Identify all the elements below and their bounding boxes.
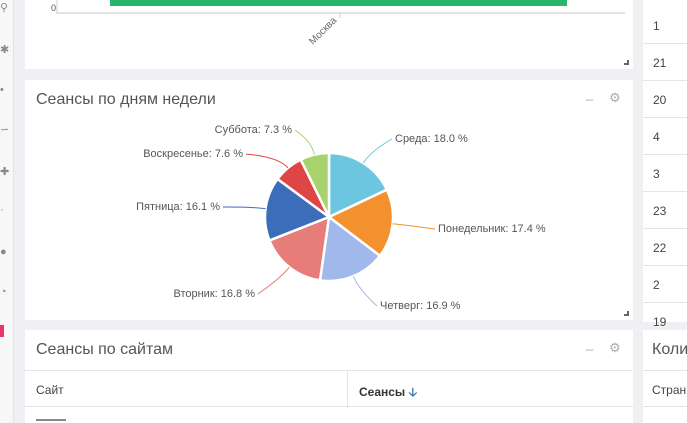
y-tick-zero: 0 <box>51 3 56 13</box>
pie-label: Четверг: 16.9 % <box>380 300 461 312</box>
pie-label: Суббота: 7.3 % <box>214 124 292 136</box>
bar-moscow <box>110 0 567 6</box>
column-header-sessions-label: Сеансы <box>359 385 406 399</box>
row-value: 23 <box>653 204 667 218</box>
minus-icon[interactable]: _ <box>586 336 594 351</box>
pie-connector <box>222 206 266 210</box>
resize-handle[interactable] <box>624 60 629 65</box>
table-header: Стран <box>643 370 687 407</box>
gear-icon[interactable]: ⚙ <box>609 340 621 355</box>
column-header-country[interactable]: Стран <box>652 383 687 397</box>
row-value: 3 <box>653 167 660 181</box>
pie-slice[interactable] <box>267 215 331 282</box>
pie-label: Понедельник: 17.4 % <box>438 223 546 235</box>
weekday-sessions-panel: Сеансы по дням недели _ ⚙ Среда: 18.0 % П… <box>25 80 633 320</box>
dot-icon[interactable]: · <box>0 204 4 216</box>
circle-icon[interactable]: ● <box>0 246 7 258</box>
pie-slice[interactable] <box>299 151 331 218</box>
row-value: 20 <box>653 93 667 107</box>
pie-connector <box>362 138 393 164</box>
row-value: 19 <box>653 315 667 329</box>
right-table: 1 21 20 4 3 23 22 2 19 <box>643 0 687 340</box>
table-row-partial <box>36 416 86 423</box>
pie-slice[interactable] <box>327 151 389 219</box>
pie-slice[interactable] <box>318 214 382 283</box>
gear-icon[interactable]: ⚙ <box>609 90 621 105</box>
row-value: 22 <box>653 241 667 255</box>
table-row: 2 <box>643 266 687 303</box>
pie-connector <box>257 266 290 295</box>
right-panel: Коли Стран <box>643 330 687 423</box>
pie-slice[interactable] <box>263 177 332 243</box>
pie-connector <box>352 276 378 307</box>
table-row: 1 <box>643 7 687 44</box>
pie-label: Пятница: 16.1 % <box>136 201 220 213</box>
city-chart-panel: 0 Москва <box>25 0 633 69</box>
resize-handle[interactable] <box>624 311 629 316</box>
link-icon[interactable]: ∽ <box>0 124 10 136</box>
arrow-icon[interactable]: • <box>0 84 4 96</box>
minus-icon[interactable]: _ <box>586 86 594 101</box>
panel-title-partial: Коли <box>652 341 687 358</box>
pie-label: Среда: 18.0 % <box>395 133 468 145</box>
puzzle-icon[interactable]: ✚ <box>0 166 10 178</box>
table-row: 4 <box>643 118 687 155</box>
table-row: 21 <box>643 44 687 81</box>
settings-icon[interactable]: ✱ <box>0 44 10 56</box>
pie-connector <box>392 223 436 230</box>
table-row: 20 <box>643 81 687 118</box>
pie-slice[interactable] <box>326 188 395 258</box>
row-value: 2 <box>653 278 660 292</box>
row-value: 21 <box>653 56 667 70</box>
clock-icon[interactable]: ◔ <box>0 286 7 298</box>
table-row: 3 <box>643 155 687 192</box>
left-toolbar: ⚲ ✱ • ∽ ✚ · ● ◔ <box>0 0 14 423</box>
truncated-text <box>36 419 66 423</box>
table-row: 22 <box>643 229 687 266</box>
pie-connector <box>245 153 289 169</box>
active-indicator <box>0 325 4 337</box>
arrow-down-icon: 🡣 <box>408 385 418 399</box>
column-divider <box>347 371 348 408</box>
pie-connector <box>294 129 315 155</box>
table-row: 23 <box>643 192 687 229</box>
city-chart: 0 Москва <box>51 0 625 47</box>
row-value: 4 <box>653 130 660 144</box>
sites-sessions-panel: Сеансы по сайтам _ ⚙ Сайт Сеансы 🡣 <box>25 330 633 423</box>
x-label-moscow: Москва <box>307 15 339 47</box>
weekday-pie-chart <box>222 129 436 307</box>
table-header: Сайт Сеансы 🡣 <box>25 370 633 408</box>
pie-label: Вторник: 16.8 % <box>173 288 255 300</box>
filter-icon[interactable]: ⚲ <box>0 2 9 14</box>
panel-title: Сеансы по дням недели <box>36 91 216 108</box>
column-header-sessions[interactable]: Сеансы 🡣 <box>359 383 417 404</box>
row-value: 1 <box>653 19 660 33</box>
pie-label: Воскресенье: 7.6 % <box>143 148 243 160</box>
column-header-site[interactable]: Сайт <box>36 383 64 397</box>
panel-title: Сеансы по сайтам <box>36 341 174 358</box>
